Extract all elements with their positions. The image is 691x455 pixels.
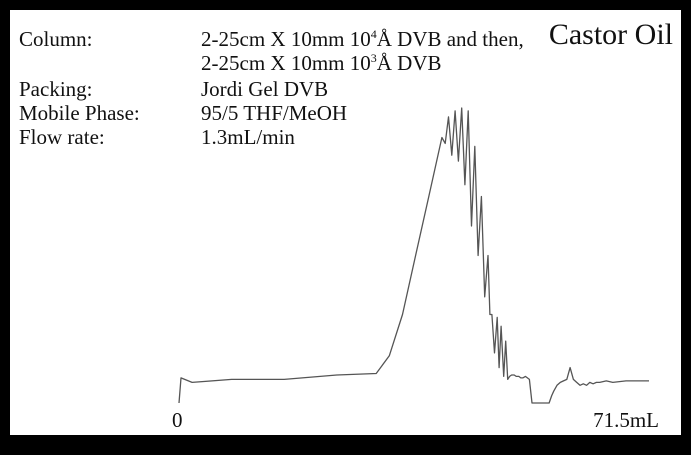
flow-rate-value: 1.3mL/min	[201, 125, 295, 149]
x-tick-end: 71.5mL	[593, 408, 659, 432]
flow-rate-label: Flow rate:	[19, 125, 105, 149]
column-line-2-text: 2-25cm X 10mm 10	[201, 51, 371, 75]
packing-label: Packing:	[19, 77, 93, 101]
x-tick-start: 0	[172, 408, 183, 432]
packing-value: Jordi Gel DVB	[201, 77, 329, 101]
column-label: Column:	[19, 27, 93, 51]
chromatogram-trace-0	[178, 107, 649, 404]
column-line-1: 2-25cm X 10mm 104Å DVB and then,	[201, 27, 524, 52]
mobile-phase-label: Mobile Phase:	[19, 101, 140, 125]
column-line-2-exponent: 3	[370, 51, 377, 65]
column-line-2: 2-25cm X 10mm 103Å DVB	[201, 51, 442, 76]
column-line-1-text-end: Å DVB and then,	[376, 27, 524, 51]
column-line-1-text: 2-25cm X 10mm 10	[201, 27, 371, 51]
column-line-2-text-end: Å DVB	[376, 51, 442, 75]
chromatogram-plot	[178, 107, 649, 404]
column-line-1-exponent: 4	[370, 27, 377, 41]
chart-panel: Castor Oil Column: 2-25cm X 10mm 104Å DV…	[10, 10, 681, 435]
chart-title: Castor Oil	[548, 18, 673, 51]
mobile-phase-value: 95/5 THF/MeOH	[201, 101, 348, 125]
